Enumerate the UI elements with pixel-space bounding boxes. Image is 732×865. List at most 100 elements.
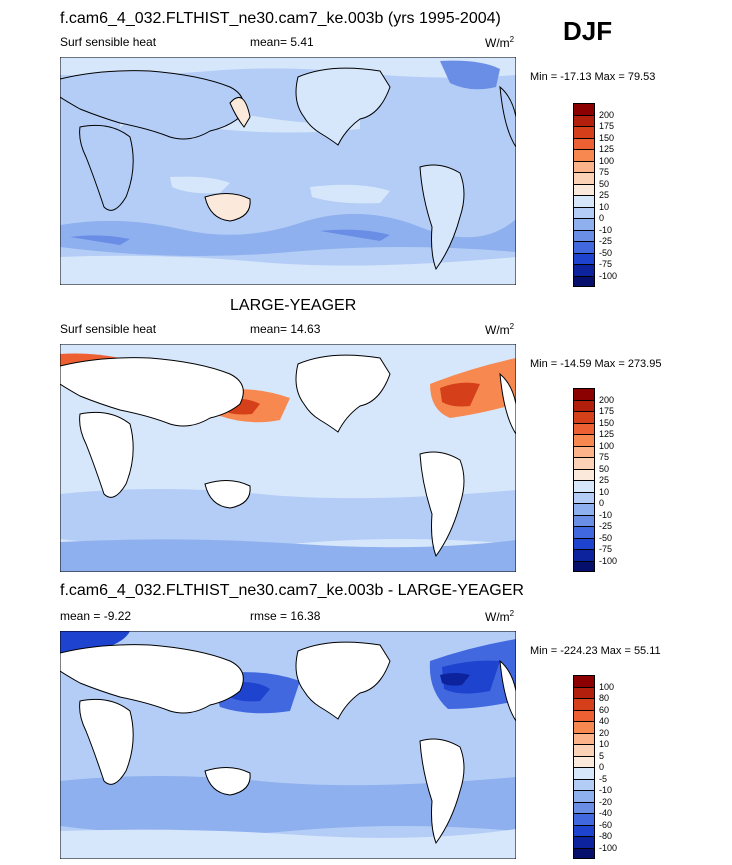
colorbar-level-label: 75 — [599, 452, 610, 462]
colorbar-frame — [573, 388, 595, 572]
colorbar-swatch — [573, 824, 595, 836]
colorbar-level-label: -80 — [599, 831, 613, 841]
colorbar-swatch — [573, 229, 595, 241]
panel-1-title: f.cam6_4_032.FLTHIST_ne30.cam7_ke.003b (… — [60, 10, 501, 27]
panel-1-units: W/m2 — [485, 35, 514, 50]
colorbar-swatch — [573, 218, 595, 230]
colorbar-frame — [573, 675, 595, 859]
colorbar-swatch — [573, 457, 595, 469]
colorbar-level-label: 100 — [599, 681, 615, 692]
colorbar-swatch — [573, 411, 595, 423]
colorbar-swatch — [573, 241, 595, 253]
colorbar-level-label: 40 — [599, 716, 610, 726]
panel-2-mean-value: 14.63 — [290, 322, 321, 336]
panel-3-minmax: Min = -224.23 Max = 55.11 — [530, 645, 661, 657]
colorbar-level-label: -50 — [599, 247, 613, 258]
colorbar-swatch — [573, 732, 595, 744]
colorbar-level-label: 200 — [599, 109, 615, 120]
panel-3-rmse-label: rmse = — [250, 609, 288, 623]
colorbar-level-label: 100 — [599, 440, 615, 451]
panel-2-map — [60, 344, 516, 572]
colorbar-level-label: 175 — [599, 406, 615, 416]
colorbar-level-label: -40 — [599, 808, 613, 818]
colorbar-swatch — [573, 491, 595, 503]
colorbar-level-label: 75 — [599, 167, 610, 177]
panel-2-units-sup: 2 — [509, 322, 515, 331]
colorbar-level-label: 100 — [599, 155, 615, 166]
colorbar-swatch — [573, 252, 595, 264]
colorbar-level-label: 10 — [599, 739, 610, 749]
colorbar-swatch — [573, 195, 595, 207]
colorbar-swatch — [573, 836, 595, 848]
panel-1-units-text: W/m — [485, 36, 510, 50]
panel-2-variable: Surf sensible heat — [60, 322, 157, 336]
colorbar-swatch — [573, 801, 595, 813]
colorbar-level-label: 25 — [599, 190, 610, 200]
colorbar-swatch — [573, 445, 595, 457]
panel-1-variable: Surf sensible heat — [60, 35, 157, 49]
colorbar-swatch — [573, 503, 595, 515]
colorbar-level-label: 80 — [599, 693, 610, 703]
colorbar-swatch — [573, 160, 595, 172]
panel-2-units-text: W/m — [485, 323, 510, 337]
panel-1-map — [60, 57, 516, 285]
panel-3-map — [60, 631, 516, 859]
panel-3-units-sup: 2 — [509, 609, 515, 618]
colorbar-level-label: -10 — [599, 785, 613, 795]
panel-1-mean-label: mean= — [250, 35, 288, 49]
colorbar-swatch — [573, 721, 595, 733]
colorbar-level-label: 175 — [599, 121, 615, 131]
colorbar-level-label: 125 — [599, 144, 615, 154]
colorbar-swatch — [573, 698, 595, 710]
panel-2-mean: mean= 14.63 — [250, 322, 320, 336]
colorbar-swatch — [573, 790, 595, 802]
colorbar-swatch — [573, 514, 595, 526]
panel-2-mean-label: mean= — [250, 322, 288, 336]
colorbar-level-label: 200 — [599, 394, 615, 405]
colorbar-swatch — [573, 755, 595, 767]
panel-3-mean-value: -9.22 — [103, 609, 132, 623]
colorbar-level-label: 25 — [599, 475, 610, 485]
colorbar-swatch — [573, 549, 595, 561]
colorbar-swatch — [573, 275, 595, 287]
panel-3-units-text: W/m — [485, 610, 510, 624]
panel-3-mean-label: mean = — [60, 609, 101, 623]
colorbar-level-label: 50 — [599, 463, 610, 474]
panel-2-units: W/m2 — [485, 322, 514, 337]
panel-2-minmax: Min = -14.59 Max = 273.95 — [530, 358, 662, 370]
colorbar-level-label: 125 — [599, 429, 615, 439]
colorbar-swatch — [573, 560, 595, 572]
colorbar-swatch — [573, 813, 595, 825]
colorbar-level-label: -75 — [599, 259, 613, 269]
colorbar-swatch — [573, 767, 595, 779]
colorbar-swatch — [573, 137, 595, 149]
colorbar-swatch — [573, 468, 595, 480]
colorbar-frame — [573, 103, 595, 287]
colorbar-level-label: 5 — [599, 750, 605, 761]
colorbar-swatch — [573, 686, 595, 698]
colorbar-level-label: -50 — [599, 532, 613, 543]
panel-1-units-sup: 2 — [509, 35, 515, 44]
colorbar-level-label: 0 — [599, 213, 605, 223]
colorbar-swatch — [573, 126, 595, 138]
season-label: DJF — [563, 16, 613, 46]
colorbar-level-label: 150 — [599, 417, 615, 428]
colorbar-level-label: 150 — [599, 132, 615, 143]
colorbar-level-label: 0 — [599, 498, 605, 508]
colorbar-level-label: 10 — [599, 486, 610, 497]
colorbar-level-label: 0 — [599, 762, 605, 772]
colorbar-swatch — [573, 183, 595, 195]
panel-3-rmse-value: 16.38 — [290, 609, 321, 623]
panel-1-minmax: Min = -17.13 Max = 79.53 — [530, 71, 656, 83]
colorbar-level-label: -75 — [599, 544, 613, 554]
panel-3-units: W/m2 — [485, 609, 514, 624]
colorbar-level-label: -60 — [599, 819, 613, 830]
panel-3-title: f.cam6_4_032.FLTHIST_ne30.cam7_ke.003b -… — [60, 582, 524, 599]
colorbar-swatch — [573, 434, 595, 446]
colorbar-swatch — [573, 206, 595, 218]
colorbar-level-label: -25 — [599, 521, 613, 531]
colorbar-level-label: -100 — [599, 842, 618, 853]
panel-1-mean: mean= 5.41 — [250, 35, 314, 49]
colorbar-swatch — [573, 744, 595, 756]
colorbar-swatch — [573, 399, 595, 411]
